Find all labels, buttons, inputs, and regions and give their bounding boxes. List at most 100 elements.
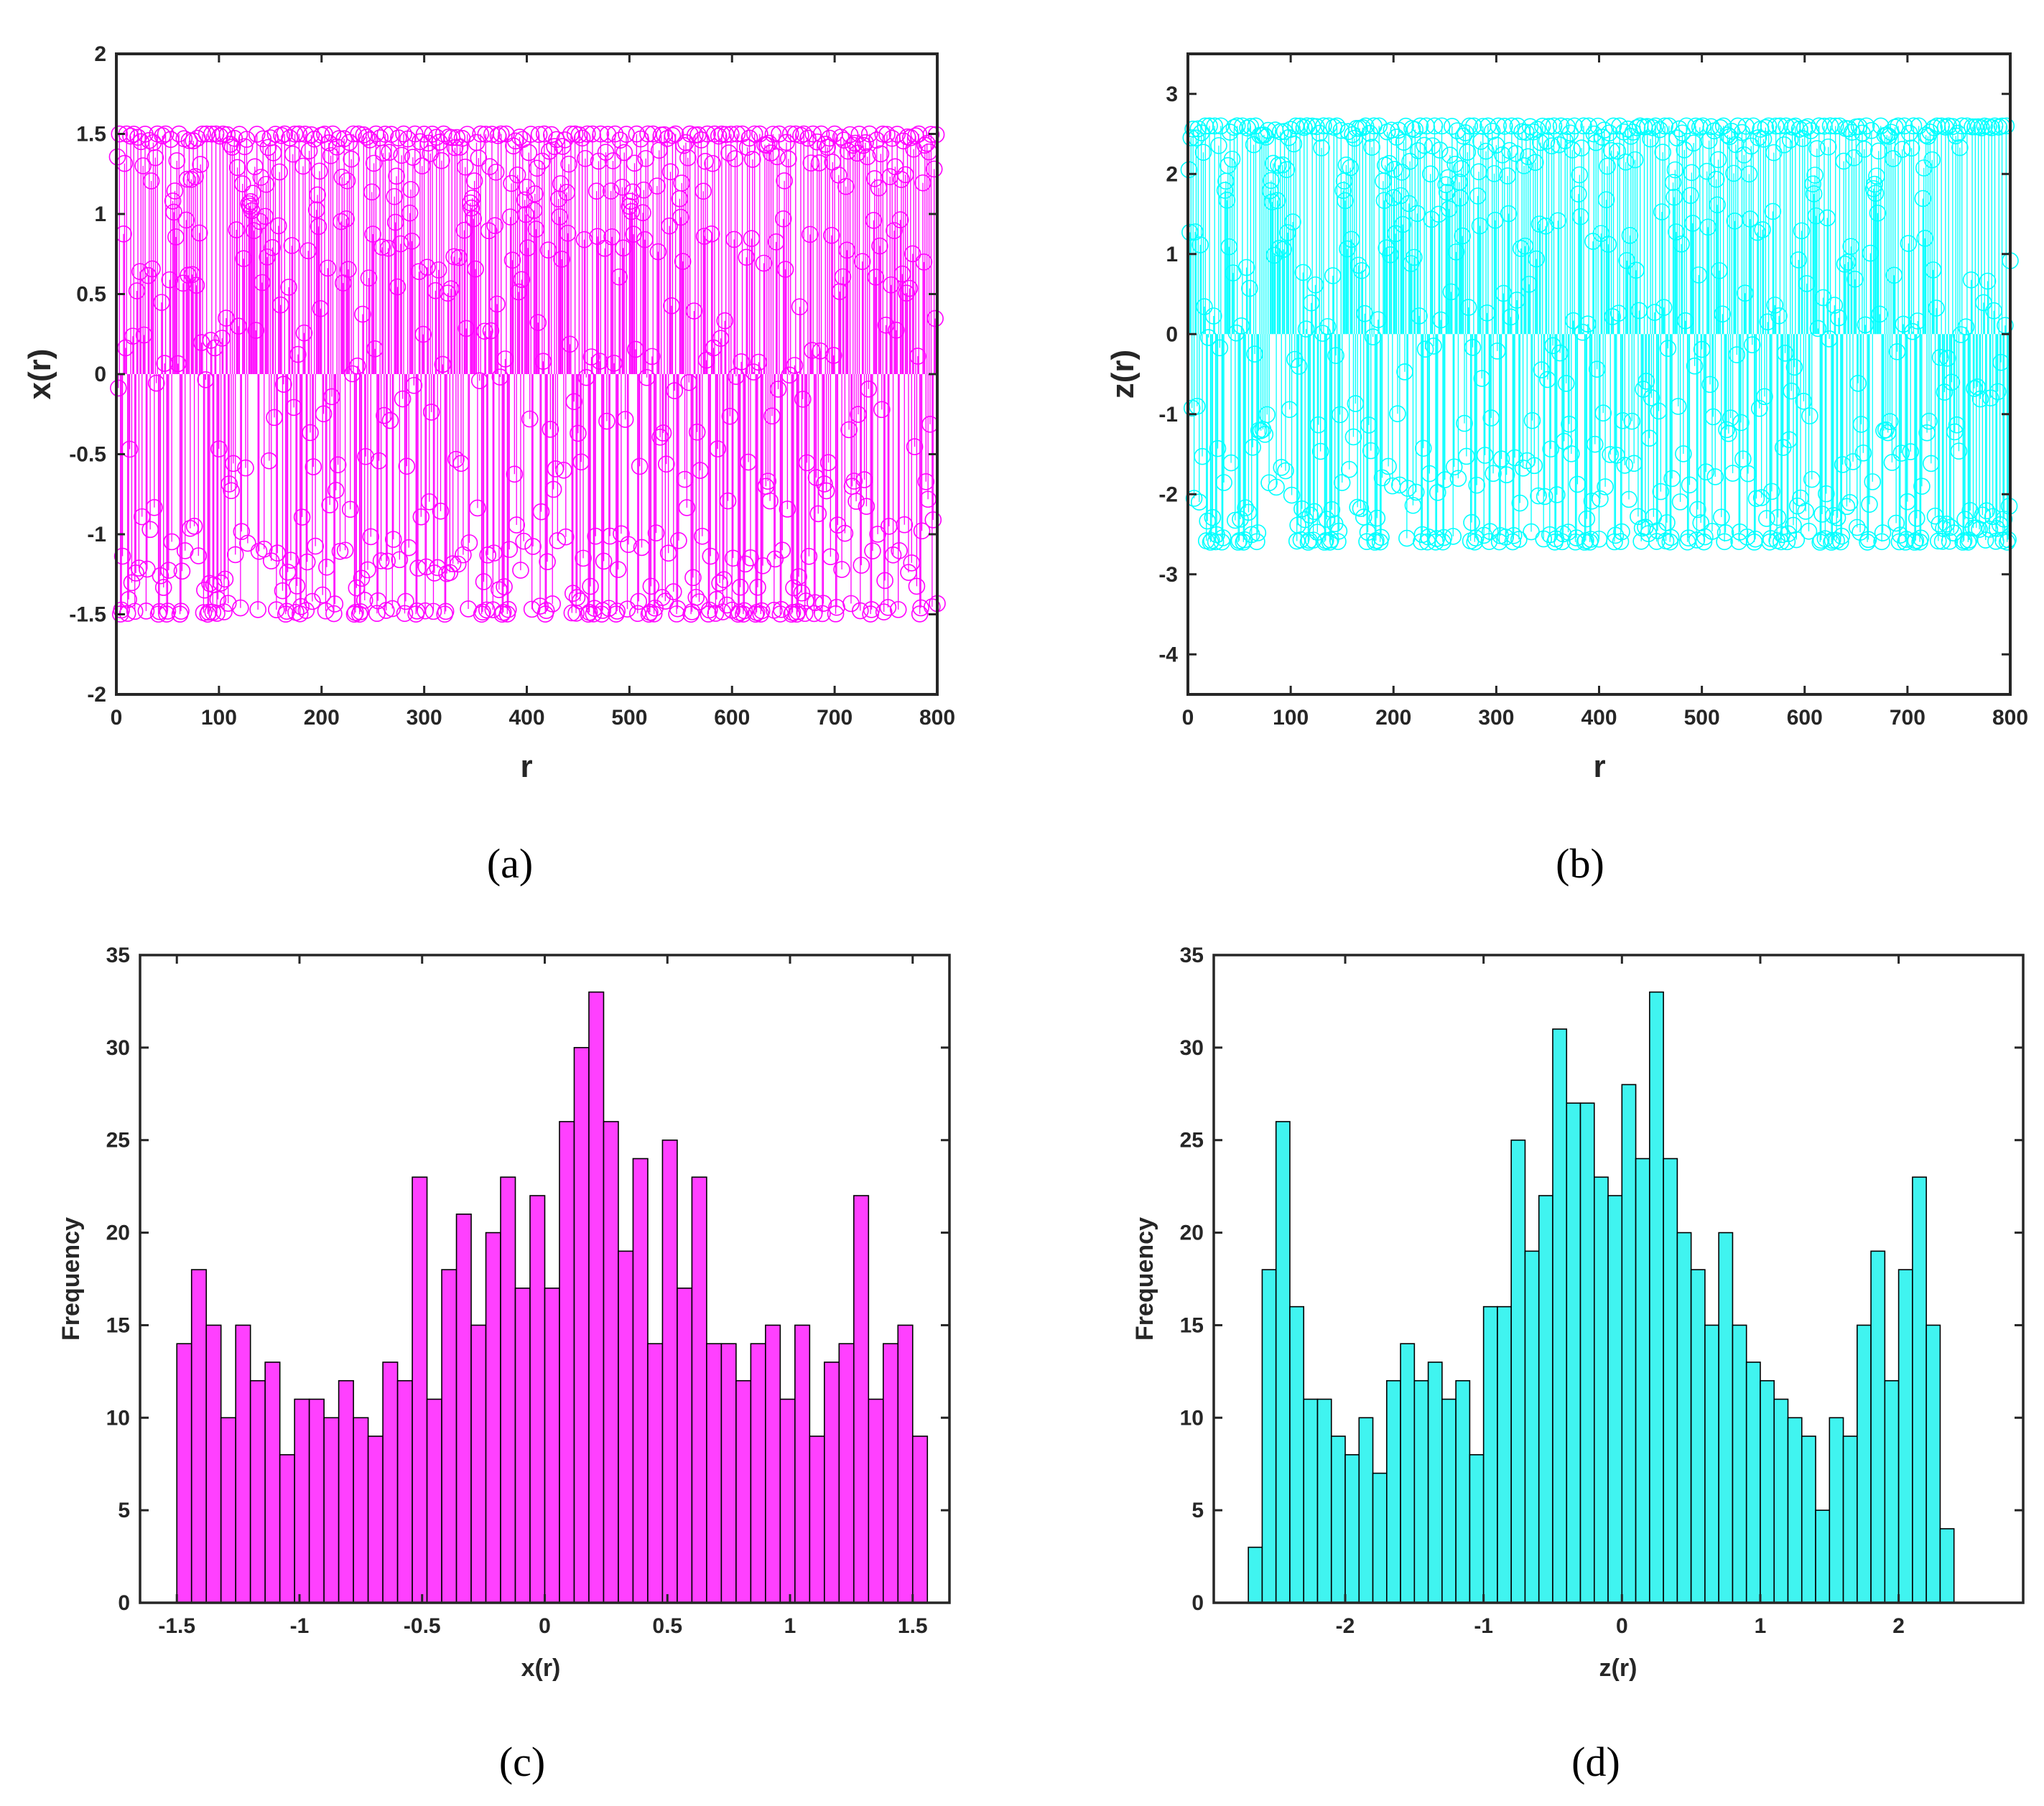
panel-d-axes-frame bbox=[1212, 954, 2025, 1604]
stem-marker bbox=[1425, 338, 1442, 355]
stem-marker bbox=[726, 150, 744, 167]
stem-marker bbox=[893, 171, 910, 188]
stem-marker bbox=[1315, 117, 1332, 135]
stem-marker bbox=[915, 253, 933, 271]
stem-series bbox=[108, 125, 946, 623]
stem-marker bbox=[1191, 236, 1209, 253]
histogram-bar bbox=[1897, 1269, 1913, 1603]
stem-marker bbox=[297, 126, 314, 143]
y-tick-label: 5 bbox=[1191, 1499, 1204, 1522]
stem-marker bbox=[629, 605, 646, 623]
x-tick-label: -1 bbox=[1474, 1614, 1493, 1638]
histogram-bar bbox=[1303, 1398, 1319, 1603]
stem-marker bbox=[1441, 146, 1459, 164]
histogram-bar bbox=[1815, 1509, 1831, 1603]
stem-marker bbox=[666, 125, 684, 143]
stem-marker bbox=[1439, 169, 1457, 187]
panel-b-stem-plot: 0 100 200 300 400 500 600 700 800 3 2 1 0 -1 -2 -3 -4 r… bbox=[1105, 52, 2028, 887]
panel-d-ylabel: Frequency bbox=[1131, 1217, 1158, 1341]
stem-marker bbox=[1881, 413, 1899, 430]
stem-marker bbox=[1737, 118, 1755, 135]
stem-marker bbox=[390, 129, 407, 146]
stem-marker bbox=[827, 605, 845, 623]
stem-marker bbox=[1400, 195, 1418, 213]
stem-marker bbox=[1709, 196, 1726, 214]
stem-marker bbox=[501, 541, 519, 558]
stem-marker bbox=[1407, 483, 1425, 501]
stem-marker bbox=[1564, 141, 1581, 159]
stem-marker bbox=[1352, 500, 1370, 517]
stem-marker bbox=[499, 600, 517, 618]
stem-marker bbox=[386, 187, 403, 205]
stem-marker bbox=[1194, 144, 1212, 161]
stem-marker bbox=[863, 601, 881, 618]
stem-marker bbox=[226, 546, 244, 564]
stem-marker bbox=[795, 125, 813, 143]
stem-marker bbox=[232, 599, 249, 617]
stem-marker bbox=[1536, 488, 1553, 506]
stem-marker bbox=[544, 595, 562, 613]
stem-marker bbox=[185, 518, 203, 535]
stem-marker bbox=[355, 126, 373, 144]
histogram-bar bbox=[1621, 1084, 1637, 1603]
histogram-bar bbox=[1469, 1454, 1485, 1603]
stem-marker bbox=[1697, 463, 1715, 481]
stem-marker bbox=[1930, 532, 1947, 550]
histogram-bar bbox=[264, 1362, 281, 1603]
stem-marker bbox=[215, 603, 233, 620]
stem-marker bbox=[623, 203, 641, 220]
stem-marker bbox=[640, 605, 658, 623]
panel-a-ylabel: x(r) bbox=[22, 349, 57, 400]
histogram-bar bbox=[809, 1435, 825, 1603]
y-tick-label: 2 bbox=[1166, 162, 1178, 186]
stem-marker bbox=[1944, 118, 1961, 136]
stem-marker bbox=[1622, 128, 1640, 145]
stem-marker bbox=[121, 440, 139, 458]
stem-marker bbox=[1933, 533, 1951, 550]
x-tick-label: 200 bbox=[1375, 706, 1411, 730]
stem-marker bbox=[792, 126, 809, 144]
stem-marker bbox=[297, 602, 315, 619]
stem-marker bbox=[738, 139, 756, 156]
stem-marker bbox=[1285, 135, 1303, 153]
stem-marker bbox=[678, 499, 696, 516]
stem-marker bbox=[1416, 340, 1434, 358]
stem-marker bbox=[487, 163, 505, 181]
stem-marker bbox=[1556, 432, 1573, 450]
histogram-bar bbox=[1566, 1102, 1581, 1603]
histogram-bar bbox=[661, 1139, 678, 1603]
stem-marker bbox=[1978, 502, 1995, 520]
stem-marker bbox=[1718, 421, 1735, 439]
stem-marker bbox=[758, 136, 776, 154]
histogram-bar bbox=[1842, 1435, 1858, 1603]
stem-marker bbox=[780, 150, 797, 168]
stem-marker bbox=[159, 602, 177, 620]
stem-marker bbox=[873, 401, 891, 419]
stem-marker bbox=[1974, 506, 1992, 524]
histogram-bar bbox=[1718, 1232, 1734, 1603]
stem-marker bbox=[1327, 347, 1344, 364]
stem-marker bbox=[482, 322, 500, 340]
stem-marker bbox=[1604, 117, 1622, 135]
histogram-bar bbox=[779, 1398, 796, 1603]
stem-marker bbox=[368, 605, 386, 623]
stem-marker bbox=[1912, 529, 1930, 547]
stem-marker bbox=[293, 508, 311, 526]
stem-marker bbox=[695, 182, 712, 200]
stem-marker bbox=[376, 126, 394, 143]
stem-marker bbox=[1700, 132, 1718, 149]
stem-marker bbox=[867, 269, 885, 286]
stem-marker bbox=[310, 218, 327, 236]
stem-marker bbox=[1925, 119, 1943, 136]
x-tick-label: 300 bbox=[407, 706, 442, 730]
stem-marker bbox=[1914, 190, 1932, 208]
stem-marker bbox=[1664, 174, 1682, 191]
stem-marker bbox=[1717, 524, 1734, 541]
stem-marker bbox=[1647, 117, 1665, 135]
histogram-bar bbox=[1760, 1379, 1775, 1603]
stem-marker bbox=[1525, 457, 1543, 475]
stem-marker bbox=[1819, 138, 1837, 156]
stem-marker bbox=[878, 126, 896, 143]
stem-marker bbox=[1797, 503, 1814, 520]
stem-marker bbox=[1800, 523, 1818, 540]
